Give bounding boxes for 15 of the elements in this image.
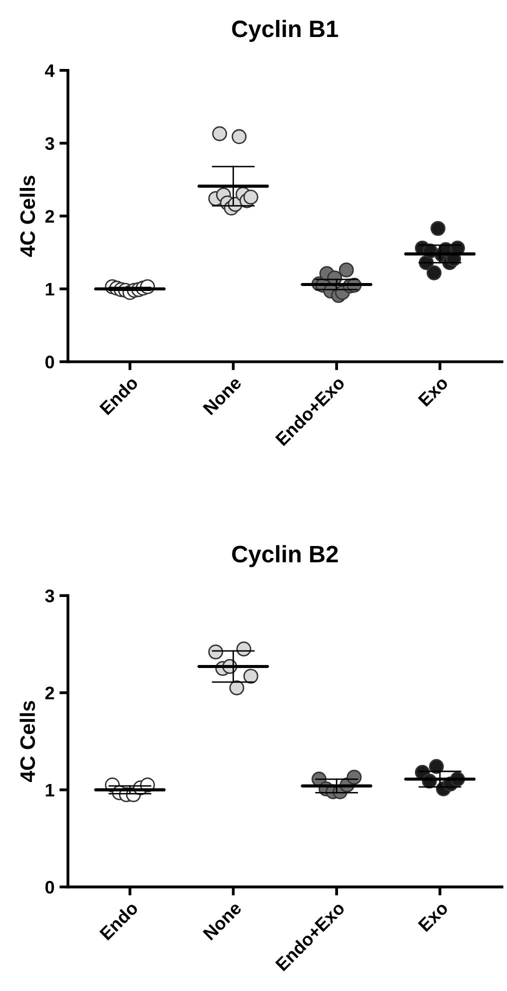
y-tick-label: 4 bbox=[44, 64, 55, 77]
x-tick-label: Exo bbox=[418, 901, 449, 932]
y-tick-label: 1 bbox=[46, 282, 54, 296]
y-tick-label: 0 bbox=[45, 356, 54, 368]
y-tick-label: 1 bbox=[46, 784, 54, 796]
y-tick-label: 3 bbox=[45, 137, 54, 150]
y-axis-title: 4C Cells bbox=[20, 176, 36, 257]
chart-title: Cyclin B2 bbox=[232, 545, 338, 568]
y-tick-label: 2 bbox=[45, 686, 54, 700]
x-tick-label: Exo bbox=[418, 376, 449, 407]
y-axis-title: 4C Cells bbox=[20, 701, 36, 782]
y-tick-label: 2 bbox=[45, 210, 54, 223]
y-tick-label: 3 bbox=[45, 590, 54, 602]
y-tick-label: 0 bbox=[45, 880, 54, 894]
chart-title: Cyclin B1 bbox=[232, 20, 338, 42]
